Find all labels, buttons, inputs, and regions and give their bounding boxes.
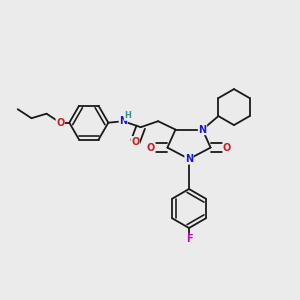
Text: O: O: [147, 142, 155, 153]
Text: O: O: [223, 142, 231, 153]
Text: O: O: [56, 118, 64, 128]
Text: N: N: [185, 154, 193, 164]
Text: N: N: [198, 124, 207, 135]
Text: H: H: [124, 111, 131, 120]
Text: F: F: [186, 234, 192, 244]
Text: O: O: [131, 136, 140, 147]
Text: N: N: [119, 116, 128, 126]
